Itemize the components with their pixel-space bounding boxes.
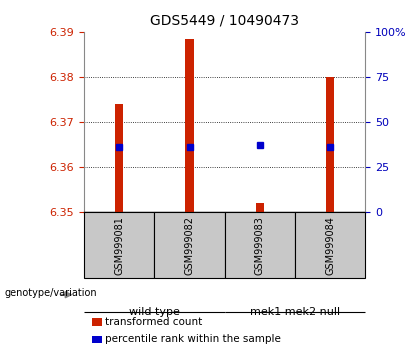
- Bar: [326, 77, 334, 212]
- Text: transformed count: transformed count: [105, 317, 202, 327]
- Bar: [225, 212, 295, 278]
- Text: percentile rank within the sample: percentile rank within the sample: [105, 335, 281, 344]
- Text: GSM999084: GSM999084: [325, 216, 335, 275]
- Text: GSM999081: GSM999081: [114, 216, 124, 275]
- Text: GSM999082: GSM999082: [184, 216, 194, 275]
- Bar: [256, 203, 264, 212]
- Text: genotype/variation: genotype/variation: [4, 288, 97, 298]
- Text: mek1 mek2 null: mek1 mek2 null: [250, 307, 340, 316]
- Bar: [115, 104, 123, 212]
- Title: GDS5449 / 10490473: GDS5449 / 10490473: [150, 14, 299, 28]
- Bar: [295, 212, 365, 278]
- Text: wild type: wild type: [129, 307, 180, 316]
- Bar: [155, 212, 225, 278]
- Bar: [84, 212, 155, 278]
- Text: GSM999083: GSM999083: [255, 216, 265, 275]
- Bar: [185, 39, 194, 212]
